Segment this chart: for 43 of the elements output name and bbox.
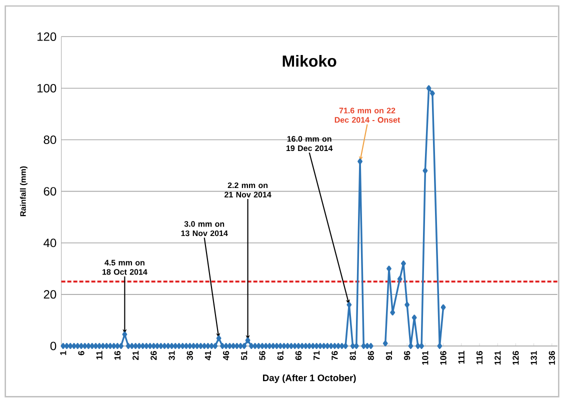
x-tick-label: 46 xyxy=(223,351,230,360)
annotation: 16.0 mm on 19 Dec 2014 xyxy=(286,136,333,152)
x-tick-label: 21 xyxy=(132,350,139,360)
x-tick-label: 136 xyxy=(548,351,555,365)
x-tick-label: 66 xyxy=(295,351,302,360)
x-tick-label: 91 xyxy=(386,350,392,360)
annotation: 4.5 mm on 18 Oct 2014 xyxy=(102,260,148,275)
x-tick-label: 76 xyxy=(332,351,338,360)
x-tick-label: 96 xyxy=(404,351,410,360)
x-tick-label: 6 xyxy=(78,351,84,356)
x-tick-label: 106 xyxy=(440,351,446,365)
x-tick-label: 116 xyxy=(476,351,483,364)
x-tick-label: 56 xyxy=(259,351,266,360)
y-axis-title: Rainfall (mm) xyxy=(20,166,28,216)
x-tick-label: 26 xyxy=(150,351,157,360)
x-tick-label: 111 xyxy=(458,350,464,364)
x-axis-title: Day (After 1 October) xyxy=(263,374,356,384)
x-tick-label: 41 xyxy=(204,350,211,360)
y-tick-label: 0 xyxy=(50,342,56,350)
y-tick-label: 60 xyxy=(44,187,56,196)
x-tick-label: 31 xyxy=(168,350,175,360)
x-tick-label: 71 xyxy=(314,350,320,360)
x-tick-label: 16 xyxy=(114,351,121,360)
x-tick-label: 131 xyxy=(530,350,537,365)
y-tick-label: 100 xyxy=(38,84,56,92)
x-tick-label: 86 xyxy=(368,351,374,360)
annotation: 3.0 mm on 13 Nov 2014 xyxy=(181,221,228,236)
x-tick-label: 36 xyxy=(186,351,193,360)
x-tick-label: 11 xyxy=(96,350,102,360)
x-tick-label: 101 xyxy=(422,350,428,365)
x-tick-label: 121 xyxy=(494,350,501,365)
x-tick-label: 61 xyxy=(277,350,284,360)
text: Mikoko xyxy=(282,55,336,67)
y-tick-label: 40 xyxy=(44,238,56,248)
y-tick-label: 80 xyxy=(44,136,56,144)
x-tick-label: 126 xyxy=(512,351,519,365)
y-tick-label: 120 xyxy=(38,32,56,41)
x-tick-label: 81 xyxy=(350,350,356,360)
y-tick-label: 20 xyxy=(44,290,56,299)
x-tick-label: 51 xyxy=(241,350,248,360)
annotation: 2.2 mm on 21 Nov 2014 xyxy=(224,182,272,198)
annotation: 71.6 mm on 22 Dec 2014 - Onset xyxy=(334,108,400,123)
x-tick-label: 1 xyxy=(60,350,66,355)
